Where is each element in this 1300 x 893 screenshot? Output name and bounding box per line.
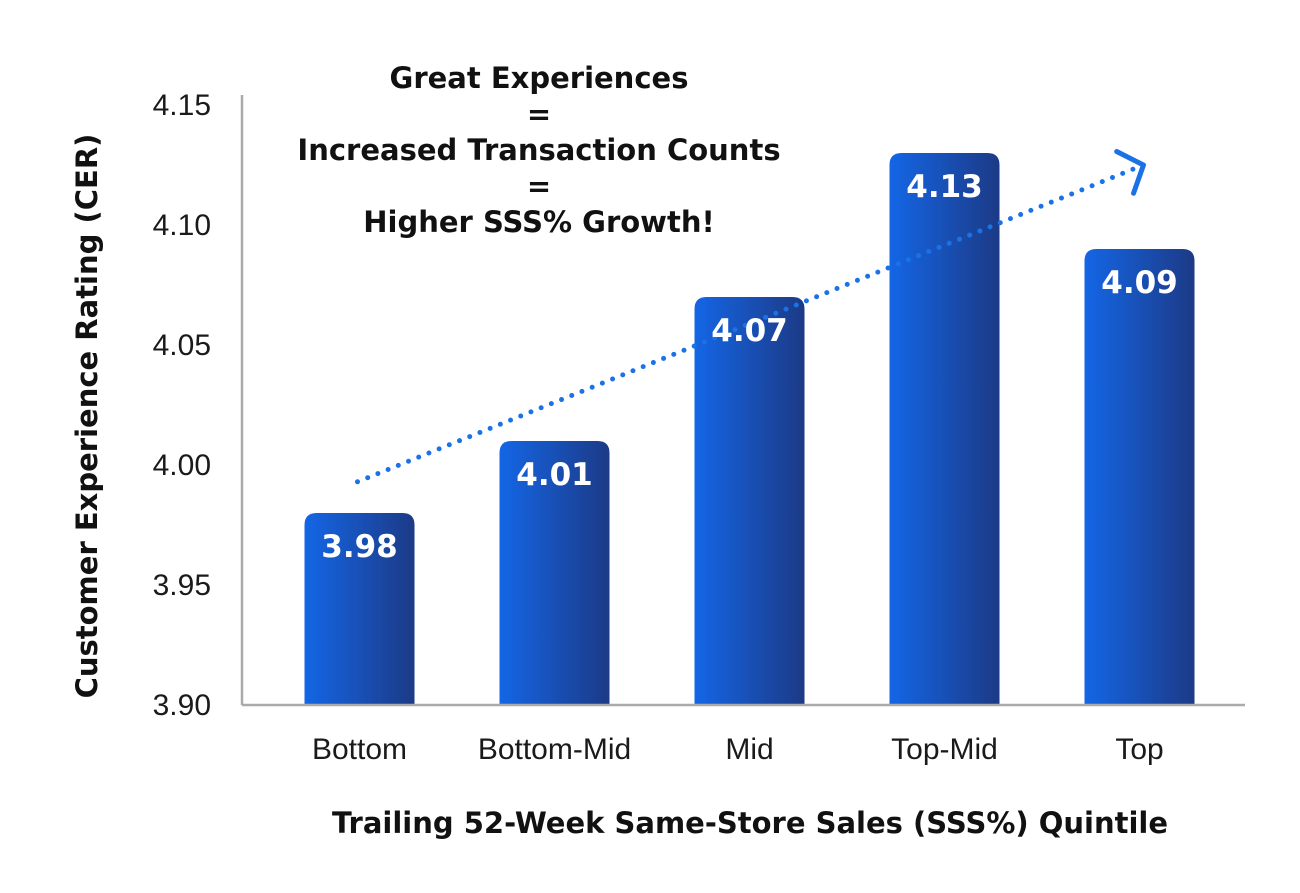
- y-tick-label: 3.95: [153, 569, 211, 602]
- value-label: 4.01: [516, 457, 593, 493]
- bar-bottom: [304, 513, 415, 705]
- value-label: 3.98: [321, 529, 398, 565]
- bar-bottom-mid: [499, 441, 610, 705]
- x-categories-layer: Bottom Bottom-Mid Mid Top-Mid Top: [312, 733, 1164, 766]
- bar-top-mid: [889, 153, 1000, 705]
- value-label: 4.07: [711, 313, 788, 349]
- y-tick-label: 4.05: [153, 329, 211, 362]
- trend-arrow-layer: [355, 149, 1146, 485]
- bar-top: [1084, 249, 1195, 705]
- x-category-label: Bottom: [312, 733, 407, 766]
- trend-line: [355, 162, 1146, 485]
- axes-layer: [240, 95, 1245, 707]
- annotation-line-2: =: [527, 97, 551, 131]
- x-axis-title: Trailing 52-Week Same-Store Sales (SSS%)…: [332, 806, 1168, 840]
- y-tick-label: 4.15: [153, 89, 211, 122]
- annotation-text: Great Experiences = Increased Transactio…: [297, 61, 780, 239]
- annotation-line-5: Higher SSS% Growth!: [363, 205, 714, 239]
- x-category-label: Top-Mid: [891, 733, 998, 766]
- trend-arrowhead: [1114, 149, 1146, 196]
- x-category-label: Mid: [725, 733, 773, 766]
- value-label: 4.13: [906, 169, 983, 205]
- y-tick-label: 4.10: [153, 209, 211, 242]
- y-tick-label: 3.90: [153, 689, 211, 722]
- annotation-line-3: Increased Transaction Counts: [297, 133, 780, 167]
- value-label: 4.09: [1101, 265, 1178, 301]
- bar-mid: [694, 297, 805, 705]
- bars-layer: [304, 153, 1195, 705]
- y-axis-title: Customer Experience Rating (CER): [70, 134, 104, 699]
- annotation-line-4: =: [527, 169, 551, 203]
- x-category-label: Bottom-Mid: [478, 733, 631, 766]
- value-labels-layer: 3.98 4.01 4.07 4.13 4.09: [321, 169, 1178, 565]
- x-category-label: Top: [1115, 733, 1163, 766]
- y-tick-label: 4.00: [153, 449, 211, 482]
- y-ticks-layer: 3.90 3.95 4.00 4.05 4.10 4.15: [153, 89, 211, 722]
- annotation-line-1: Great Experiences: [390, 61, 689, 95]
